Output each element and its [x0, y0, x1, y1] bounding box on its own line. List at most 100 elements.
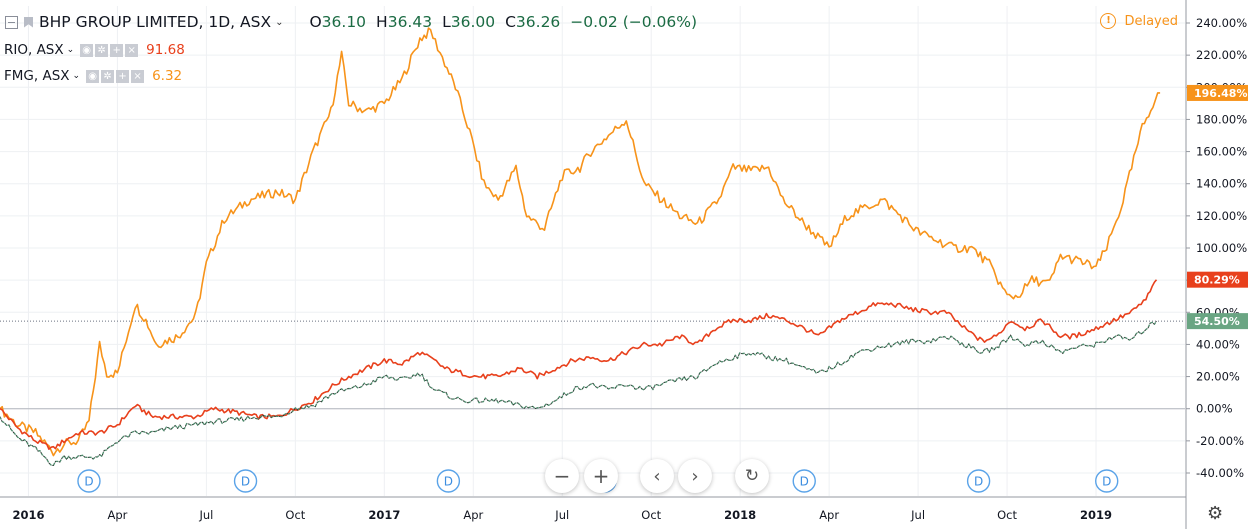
high-label: H [376, 13, 388, 31]
dividend-marker-label: D [444, 475, 453, 489]
zoom-in-button[interactable]: + [584, 459, 618, 493]
dividend-markers: DDDDDDD [77, 469, 1119, 493]
series-line-rio [0, 279, 1158, 450]
ohlc-high: H36.43 [376, 13, 432, 31]
delayed-indicator[interactable]: ! Delayed [1100, 13, 1178, 29]
settings-gear-icon[interactable]: ⚙ [1207, 503, 1224, 523]
x-tick-label: Apr [819, 508, 839, 522]
dividend-marker-label: D [241, 475, 250, 489]
chevron-down-icon[interactable]: ⌄ [275, 16, 284, 28]
x-axis: 2016 Apr Jul Oct 2017 Apr Jul Oct 2018 Apr Jul Oct 2… [0, 496, 1186, 522]
x-tick-label: Oct [285, 508, 305, 522]
y-tick-label: 160.00% [1196, 145, 1247, 159]
dividend-marker [1095, 469, 1119, 493]
dividend-marker-label: D [800, 475, 809, 489]
x-tick-label: Jul [198, 508, 213, 522]
chevron-down-icon[interactable]: ⌄ [66, 45, 75, 55]
last-value-label: 80.29% [1194, 274, 1240, 287]
high-value: 36.43 [387, 13, 433, 31]
x-tick-label: Oct [997, 508, 1017, 522]
y-tick-label: 180.00% [1196, 112, 1247, 126]
y-tick-label: 40.00% [1196, 337, 1240, 351]
dividend-marker [77, 469, 101, 493]
last-value-label: 196.48% [1194, 87, 1247, 100]
dividend-marker-label: D [84, 475, 93, 489]
change-value: −0.02 (−0.06%) [570, 13, 698, 31]
compare-symbol[interactable]: RIO, ASX [4, 42, 64, 58]
compare-value: 91.68 [146, 42, 185, 58]
dividend-marker [233, 469, 258, 493]
compare-symbol[interactable]: FMG, ASX [4, 68, 70, 84]
y-tick-label: 0.00% [1196, 402, 1233, 416]
scroll-right-button[interactable]: › [678, 459, 712, 493]
low-value: 36.00 [450, 13, 496, 31]
gear-icon[interactable]: ✲ [95, 43, 109, 57]
ohlc-open: O36.10 [309, 13, 366, 31]
chart-header: BHP GROUP LIMITED, 1D, ASX ⌄ O36.10 H36.… [4, 10, 697, 34]
close-label: C [505, 13, 516, 31]
zoom-out-button[interactable]: − [545, 459, 579, 493]
chevron-right-icon: › [691, 465, 699, 487]
compare-row-rio: RIO, ASX ⌄ ◉ ✲ + × 91.68 [4, 40, 185, 60]
x-tick-label: Oct [641, 508, 661, 522]
symbol-title[interactable]: BHP GROUP LIMITED, 1D, ASX [39, 13, 272, 31]
scroll-left-button[interactable]: ‹ [640, 459, 674, 493]
low-label: L [442, 13, 451, 31]
x-tick-label: Jul [910, 508, 925, 522]
series-line-bhp [0, 320, 1158, 467]
flag-icon[interactable] [24, 16, 33, 28]
series-line-bhp-candles [0, 320, 1157, 466]
series-line-fmg [0, 27, 1161, 457]
series-layer [0, 27, 1161, 467]
compare-row-fmg: FMG, ASX ⌄ ◉ ✲ + × 6.32 [4, 66, 182, 86]
eye-icon[interactable]: ◉ [80, 43, 94, 57]
reset-icon: ↻ [744, 466, 760, 486]
y-tick-label: 20.00% [1196, 370, 1240, 384]
ohlc-low: L36.00 [442, 13, 495, 31]
x-tick-label: 2018 [724, 508, 756, 522]
dividend-marker [966, 469, 991, 493]
reset-button[interactable]: ↻ [735, 459, 769, 493]
dividend-marker-label: D [974, 475, 983, 489]
collapse-icon[interactable] [5, 15, 18, 29]
x-tick-label: 2019 [1080, 508, 1112, 522]
dividend-marker [792, 469, 816, 493]
y-tick-label: 240.00% [1196, 16, 1247, 30]
y-tick-label: 100.00% [1196, 241, 1247, 255]
last-value-badge [1187, 313, 1248, 330]
y-tick-label: 220.00% [1196, 48, 1247, 62]
last-value-badge [1187, 271, 1248, 288]
plus-icon[interactable]: + [116, 69, 130, 83]
y-tick-label: -20.00% [1196, 434, 1244, 448]
compare-controls: ◉ ✲ + × [86, 69, 145, 83]
eye-icon[interactable]: ◉ [86, 69, 100, 83]
delayed-label: Delayed [1124, 13, 1178, 29]
plus-icon[interactable]: + [110, 43, 124, 57]
y-tick-label: 140.00% [1196, 177, 1247, 191]
close-icon[interactable]: × [125, 43, 139, 57]
info-icon: ! [1100, 13, 1117, 29]
gear-icon[interactable]: ✲ [101, 69, 115, 83]
open-label: O [309, 13, 322, 31]
close-icon[interactable]: × [131, 69, 145, 83]
last-value-labels: 196.48% 80.29% 54.50% [1187, 84, 1248, 330]
close-value: 36.26 [515, 13, 561, 31]
x-tick-label: Apr [107, 508, 127, 522]
x-tick-label: Apr [463, 508, 483, 522]
chevron-left-icon: ‹ [653, 465, 661, 487]
x-tick-label: Jul [554, 508, 569, 522]
x-tick-label: 2016 [12, 508, 44, 522]
compare-controls: ◉ ✲ + × [80, 43, 139, 57]
open-value: 36.10 [321, 13, 367, 31]
last-value-label: 54.50% [1194, 315, 1240, 328]
dividend-marker [436, 469, 461, 493]
last-value-badge [1187, 84, 1248, 101]
chevron-down-icon[interactable]: ⌄ [72, 71, 81, 81]
grid [0, 6, 1185, 496]
y-tick-label: 120.00% [1196, 209, 1247, 223]
compare-value: 6.32 [152, 68, 183, 84]
dividend-marker-label: D [1102, 475, 1111, 489]
y-axis: -40.00%-20.00%0.00%20.00%40.00%60.00%80.… [1185, 0, 1247, 529]
ohlc-close: C36.26 [505, 13, 560, 31]
